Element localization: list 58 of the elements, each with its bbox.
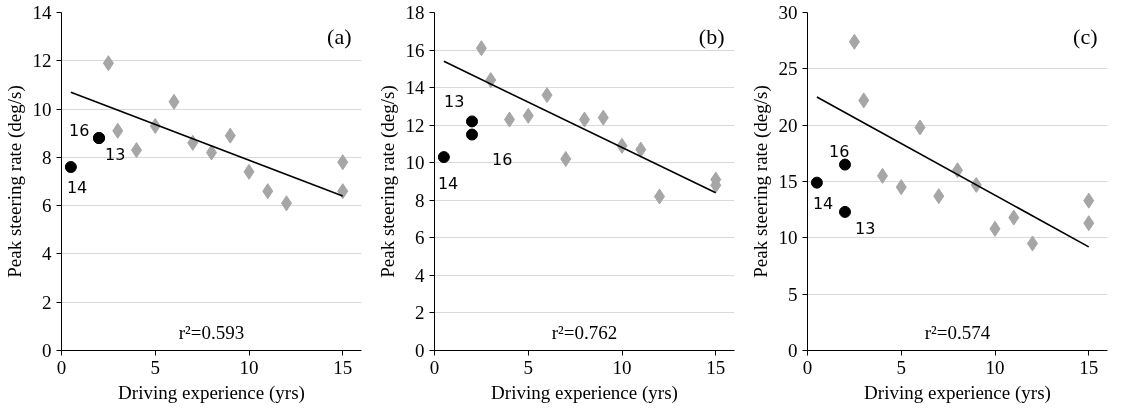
- y-tick-label: 0: [415, 340, 425, 361]
- annotation: 16: [492, 149, 513, 169]
- y-tick-label: 10: [32, 98, 52, 120]
- annotation: 14: [812, 193, 834, 213]
- y-tick-label: 14: [405, 77, 425, 99]
- annotation: (c): [1073, 23, 1098, 49]
- x-tick-label: 5: [523, 356, 533, 378]
- x-tick-label: 0: [802, 356, 813, 378]
- y-tick-label: 6: [42, 195, 52, 217]
- y-tick-label: 30: [778, 2, 798, 23]
- y-tick-label: 15: [778, 171, 798, 192]
- x-tick-label: 5: [150, 356, 160, 378]
- x-tick-label: 10: [612, 356, 632, 378]
- y-tick-label: 0: [788, 340, 798, 361]
- x-axis-title: Driving experience (yrs): [491, 381, 678, 404]
- y-tick-label: 6: [415, 227, 425, 249]
- y-tick-label: 12: [32, 50, 52, 72]
- annotation: 13: [855, 218, 876, 238]
- y-axis-title: Peak steering rate (deg/s): [749, 85, 772, 278]
- annotation: 13: [105, 145, 126, 165]
- annotation: 16: [69, 121, 90, 141]
- x-tick-label: 15: [333, 356, 353, 378]
- y-tick-label: 18: [405, 2, 425, 23]
- x-axis-title: Driving experience (yrs): [864, 381, 1051, 404]
- annotation: (b): [698, 23, 725, 49]
- x-tick-label: 10: [239, 356, 259, 378]
- y-tick-label: 12: [405, 114, 425, 136]
- annotation: r²=0.593: [178, 321, 245, 343]
- x-tick-label: 15: [1079, 356, 1099, 378]
- y-tick-label: 8: [415, 189, 425, 211]
- annotation: r²=0.574: [924, 321, 991, 343]
- x-axis-title: Driving experience (yrs): [118, 381, 305, 404]
- x-tick-label: 0: [56, 356, 67, 378]
- y-tick-label: 10: [778, 227, 798, 249]
- annotation: 14: [66, 178, 88, 198]
- y-tick-label: 20: [778, 114, 798, 136]
- y-axis-title: Peak steering rate (deg/s): [376, 85, 399, 278]
- y-tick-label: 4: [415, 264, 425, 286]
- annotation: r²=0.762: [551, 321, 618, 343]
- x-tick-label: 10: [985, 356, 1005, 378]
- y-tick-label: 14: [32, 2, 52, 23]
- annotation: 16: [829, 141, 850, 161]
- x-tick-label: 5: [896, 356, 906, 378]
- y-tick-label: 2: [42, 291, 52, 313]
- y-axis-title: Peak steering rate (deg/s): [3, 85, 26, 278]
- x-tick-label: 15: [706, 356, 726, 378]
- y-tick-label: 4: [42, 243, 52, 265]
- y-tick-label: 16: [405, 39, 425, 61]
- annotation: 13: [444, 92, 465, 112]
- y-tick-label: 0: [42, 340, 52, 361]
- y-tick-label: 25: [778, 58, 798, 80]
- y-tick-label: 5: [788, 283, 798, 305]
- x-tick-label: 0: [429, 356, 440, 378]
- annotation: 14: [437, 174, 459, 194]
- y-tick-label: 10: [405, 152, 425, 174]
- y-tick-label: 8: [42, 146, 52, 168]
- annotation: (a): [327, 23, 352, 49]
- y-tick-label: 2: [415, 302, 425, 324]
